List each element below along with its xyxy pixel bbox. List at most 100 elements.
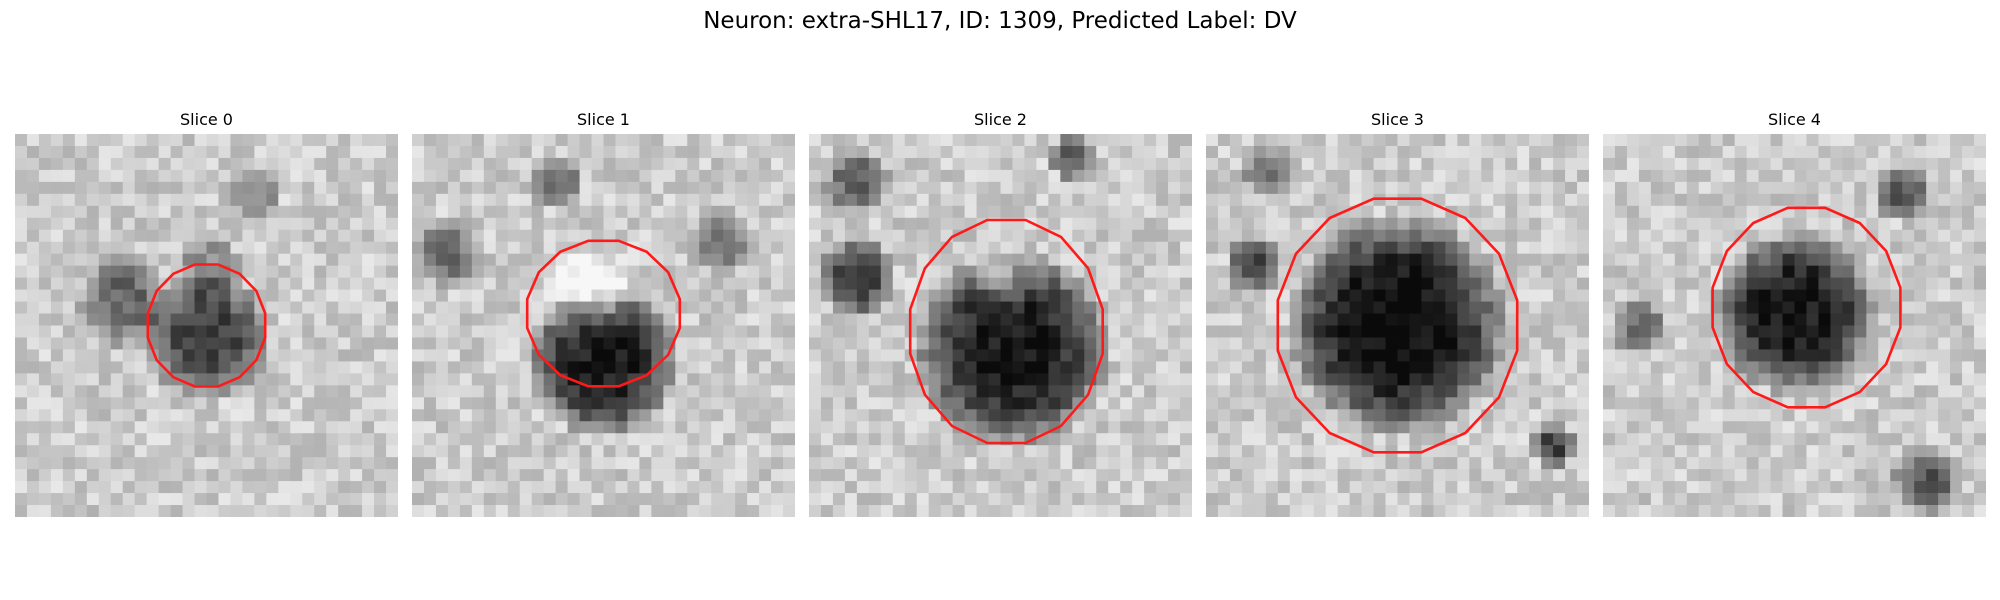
- image-pixel: [1048, 373, 1061, 386]
- image-pixel: [1914, 229, 1927, 243]
- image-pixel: [98, 313, 112, 327]
- image-pixel: [1974, 217, 1986, 231]
- image-pixel: [1180, 445, 1192, 458]
- image-pixel: [976, 301, 990, 315]
- image-pixel: [1746, 397, 1760, 410]
- image-pixel: [711, 241, 724, 255]
- image-pixel: [1830, 337, 1843, 351]
- image-pixel: [1782, 169, 1796, 183]
- image-pixel: [302, 481, 315, 494]
- image-pixel: [567, 481, 581, 494]
- image-pixel: [723, 505, 736, 517]
- image-pixel: [1686, 373, 1700, 386]
- image-pixel: [62, 481, 76, 494]
- image-pixel: [1782, 193, 1796, 207]
- image-pixel: [1325, 313, 1339, 327]
- image-pixel: [809, 469, 822, 482]
- image-pixel: [278, 337, 291, 351]
- image-pixel: [1409, 241, 1423, 255]
- image-pixel: [1373, 421, 1387, 434]
- image-pixel: [15, 337, 28, 351]
- image-pixel: [507, 241, 521, 255]
- image-pixel: [1914, 241, 1927, 255]
- image-pixel: [1614, 193, 1628, 207]
- image-pixel: [1698, 301, 1712, 315]
- image-pixel: [783, 337, 795, 351]
- image-pixel: [1517, 373, 1530, 386]
- image-pixel: [412, 373, 425, 386]
- image-pixel: [615, 337, 629, 351]
- image-pixel: [771, 409, 784, 422]
- image-pixel: [820, 301, 834, 315]
- image-pixel: [988, 145, 1002, 159]
- image-pixel: [868, 265, 882, 279]
- image-pixel: [1361, 229, 1375, 243]
- image-pixel: [579, 445, 593, 458]
- image-pixel: [687, 265, 700, 279]
- image-pixel: [206, 181, 220, 195]
- image-pixel: [1577, 397, 1589, 410]
- image-pixel: [278, 205, 291, 219]
- image-pixel: [567, 265, 581, 279]
- image-pixel: [1229, 409, 1243, 422]
- image-pixel: [1686, 301, 1700, 315]
- image-pixel: [62, 397, 76, 410]
- image-pixel: [1457, 301, 1470, 315]
- image-pixel: [98, 433, 112, 446]
- image-pixel: [928, 445, 942, 458]
- image-pixel: [435, 301, 449, 315]
- image-pixel: [519, 505, 533, 517]
- image-pixel: [38, 145, 52, 159]
- image-pixel: [386, 397, 398, 410]
- image-pixel: [326, 145, 339, 159]
- image-pixel: [1638, 325, 1652, 339]
- image-pixel: [471, 337, 485, 351]
- image-pixel: [471, 469, 485, 482]
- image-pixel: [471, 301, 485, 315]
- image-pixel: [1361, 301, 1375, 315]
- image-pixel: [1397, 241, 1411, 255]
- roi-contour: [146, 263, 267, 388]
- image-pixel: [603, 205, 617, 219]
- image-pixel: [1253, 337, 1267, 351]
- image-pixel: [435, 385, 449, 398]
- image-pixel: [1710, 169, 1724, 183]
- image-pixel: [1854, 229, 1867, 243]
- image-pixel: [1481, 445, 1494, 458]
- image-pixel: [892, 241, 906, 255]
- image-pixel: [892, 373, 906, 386]
- image-pixel: [1421, 313, 1435, 327]
- image-pixel: [1096, 193, 1109, 207]
- image-pixel: [651, 157, 664, 171]
- image-pixel: [687, 157, 700, 171]
- image-pixel: [615, 481, 629, 494]
- image-pixel: [507, 325, 521, 339]
- image-pixel: [988, 241, 1002, 255]
- image-pixel: [844, 241, 858, 255]
- image-pixel: [1024, 421, 1038, 434]
- image-pixel: [759, 169, 772, 183]
- image-pixel: [1806, 361, 1820, 374]
- image-pixel: [639, 169, 652, 183]
- image-pixel: [783, 145, 795, 159]
- image-pixel: [38, 289, 52, 303]
- image-pixel: [423, 457, 437, 470]
- image-pixel: [412, 433, 425, 446]
- image-pixel: [1603, 253, 1616, 267]
- image-pixel: [1168, 409, 1181, 422]
- image-pixel: [1325, 277, 1339, 291]
- image-pixel: [194, 193, 208, 207]
- image-pixel: [1217, 493, 1231, 506]
- image-pixel: [1349, 277, 1363, 291]
- image-pixel: [1926, 241, 1939, 255]
- image-pixel: [1253, 217, 1267, 231]
- image-pixel: [663, 193, 676, 207]
- image-pixel: [1024, 205, 1038, 219]
- image-pixel: [1180, 193, 1192, 207]
- image-pixel: [880, 505, 894, 517]
- image-pixel: [1024, 301, 1038, 315]
- image-pixel: [362, 457, 375, 470]
- image-pixel: [531, 433, 545, 446]
- image-pixel: [1481, 349, 1494, 363]
- image-pixel: [1301, 337, 1315, 351]
